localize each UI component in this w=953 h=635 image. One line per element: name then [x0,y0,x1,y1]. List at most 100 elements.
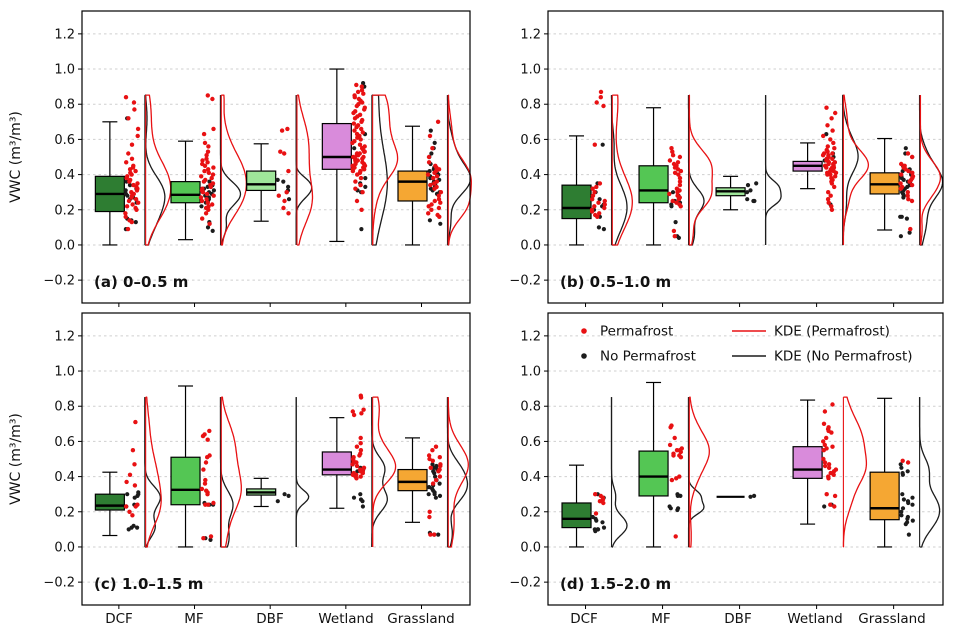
scatter-point-no-permafrost [905,469,910,474]
scatter-point-no-permafrost [910,518,915,523]
scatter-point-permafrost [831,469,837,474]
scatter-point-no-permafrost [436,532,441,537]
y-tick-label: 0.0 [54,238,75,253]
scatter-point-permafrost [905,193,910,198]
kde-curve [145,396,162,548]
scatter-point-no-permafrost [438,221,443,226]
scatter-point-permafrost [204,191,210,197]
scatter-point-permafrost [206,170,211,175]
scatter-point-permafrost [438,190,444,195]
scatter-point-permafrost [826,190,831,195]
scatter-point-permafrost [432,198,437,204]
scatter-point-no-permafrost [899,465,904,470]
scatter-point-no-permafrost [903,522,908,527]
scatter-point-no-permafrost [275,177,280,182]
scatter-point-permafrost [592,142,597,147]
scatter-point-permafrost [429,207,434,212]
scatter-point-no-permafrost [900,506,906,511]
scatter-point-permafrost [589,209,595,214]
scatter-point-permafrost [670,153,676,158]
x-tick-label-grassland-left: Grassland [387,611,455,627]
scatter-point-no-permafrost [673,220,678,225]
scatter-point-permafrost [286,168,291,174]
scatter-point-permafrost [359,84,364,89]
scatter-point-permafrost [354,124,359,130]
scatter-point-no-permafrost [286,493,291,498]
y-tick-label: 0.2 [520,203,541,218]
scatter-point-permafrost [133,419,138,425]
scatter-point-no-permafrost [748,188,753,193]
scatter-point-permafrost [594,100,599,105]
scatter-point-no-permafrost [281,179,286,184]
scatter-point-no-permafrost [127,183,133,188]
kde-curve [688,94,713,246]
scatter-point-permafrost [669,477,675,483]
plot-layer: −0.2 0.0 0.2 0.4 0.6 0.8 1.0 1.2 −0.2 0.0 0.2 0.4 0.… [43,10,944,609]
scatter-point-permafrost [906,197,911,202]
scatter-point-permafrost [127,179,132,184]
scatter-point-permafrost [830,151,835,156]
scatter-point-permafrost [355,89,361,95]
scatter-point-permafrost [358,448,364,453]
x-tick-label-dcf-left: DCF [105,611,133,627]
scatter-point-permafrost [825,144,830,149]
scatter-point-permafrost [200,158,205,163]
scatter-point-permafrost [434,174,440,179]
scatter-point-permafrost [129,156,135,161]
box-mf [638,450,669,497]
scatter-point-permafrost [678,449,683,455]
scatter-point-no-permafrost [745,190,750,195]
scatter-point-permafrost [830,128,835,133]
scatter-point-no-permafrost [669,204,674,209]
kde-curve [219,397,234,548]
scatter-point-permafrost [673,534,678,539]
scatter-point-no-permafrost [199,204,204,209]
scatter-point-permafrost [124,175,129,181]
scatter-point-permafrost [598,89,604,95]
box-wetland [321,122,352,170]
x-tick-label-dbf-right: DBF [724,611,751,627]
scatter-point-permafrost [821,448,826,453]
x-tick-label-dbf-left: DBF [256,611,283,627]
scatter-point-permafrost [126,116,131,121]
scatter-point-permafrost [898,181,903,186]
box-dcf [561,184,592,220]
scatter-point-permafrost [905,190,910,195]
kde-curve [918,397,941,548]
scatter-point-no-permafrost [901,497,907,502]
scatter-point-permafrost [821,456,826,462]
scatter-point-permafrost [909,182,915,188]
scatter-point-permafrost [675,160,681,165]
y-tick-label: 0.8 [54,400,75,415]
scatter-point-permafrost [826,462,832,467]
y-tick-label: 0.2 [54,203,75,218]
scatter-point-permafrost [674,476,679,481]
legend-label-kde-no-permafrost: KDE (No Permafrost) [774,349,913,365]
scatter-point-no-permafrost [822,504,827,509]
scatter-point-permafrost [822,460,828,465]
scatter-point-permafrost [199,486,205,492]
scatter-point-permafrost [821,439,826,444]
scatter-point-permafrost [428,182,433,188]
scatter-point-permafrost [825,149,830,154]
scatter-point-permafrost [671,228,677,234]
scatter-point-permafrost [677,154,683,160]
scatter-point-permafrost [822,409,828,414]
scatter-point-permafrost [355,135,360,140]
scatter-point-no-permafrost [593,529,598,534]
scatter-point-no-permafrost [286,184,291,189]
scatter-point-no-permafrost [282,492,287,497]
scatter-point-permafrost [362,149,367,154]
scatter-point-permafrost [427,514,432,520]
scatter-point-permafrost [135,181,140,186]
scatter-point-permafrost [425,172,431,177]
scatter-point-permafrost [829,116,834,121]
scatter-point-permafrost [828,193,833,198]
scatter-point-permafrost [828,502,833,507]
scatter-point-permafrost [279,128,285,133]
scatter-point-no-permafrost [432,492,437,497]
scatter-point-permafrost [205,149,211,154]
scatter-point-permafrost [134,188,140,193]
scatter-point-permafrost [129,142,135,147]
kde-curve [371,94,388,246]
